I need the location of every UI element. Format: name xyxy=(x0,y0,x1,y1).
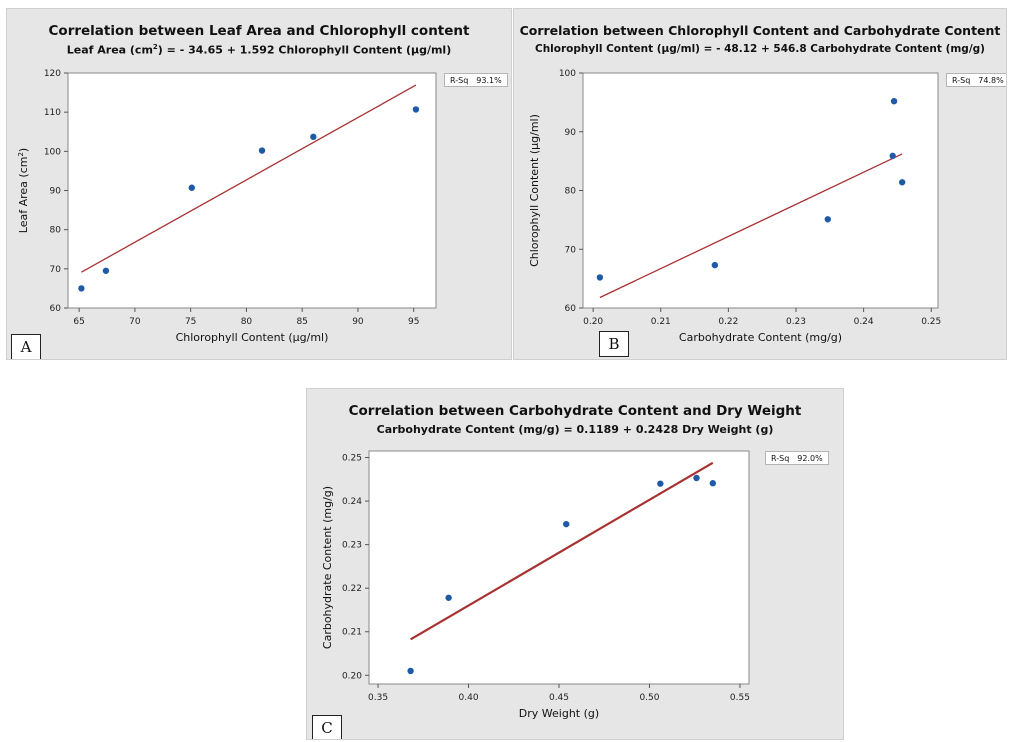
chart-panel-c: Correlation between Carbohydrate Content… xyxy=(306,388,844,740)
y-tick-label: 60 xyxy=(565,304,577,314)
data-point xyxy=(889,153,895,159)
y-axis-label: Chlorophyll Content (µg/ml) xyxy=(528,114,541,267)
plot-area xyxy=(583,73,938,308)
plot-area xyxy=(369,451,749,684)
x-tick-label: 0.23 xyxy=(786,317,806,327)
y-axis-label: Leaf Area (cm2) xyxy=(17,148,30,233)
y-tick-label: 110 xyxy=(44,108,61,118)
data-point xyxy=(825,216,831,222)
data-point xyxy=(259,147,265,153)
x-tick-label: 0.20 xyxy=(583,317,603,327)
y-tick-label: 0.21 xyxy=(342,628,362,638)
y-tick-label: 0.20 xyxy=(342,671,362,681)
x-tick-label: 0.22 xyxy=(718,317,738,327)
x-tick-label: 95 xyxy=(408,317,419,327)
x-tick-label: 0.40 xyxy=(459,693,479,703)
x-tick-label: 0.55 xyxy=(730,693,750,703)
data-point xyxy=(189,185,195,191)
y-tick-label: 100 xyxy=(44,147,61,157)
y-tick-label: 60 xyxy=(50,304,62,314)
r-squared-box: R-Sq 92.0% xyxy=(765,451,829,465)
y-tick-label: 0.23 xyxy=(342,541,362,551)
y-tick-label: 120 xyxy=(44,69,61,79)
x-tick-label: 0.35 xyxy=(368,693,388,703)
panel-label: C xyxy=(312,715,342,740)
data-point xyxy=(899,179,905,185)
rsq-label: R-Sq xyxy=(450,74,468,87)
x-tick-label: 65 xyxy=(73,317,84,327)
y-tick-label: 70 xyxy=(50,265,62,275)
y-tick-label: 100 xyxy=(559,69,576,79)
y-tick-label: 90 xyxy=(50,187,62,197)
r-squared-box: R-Sq 93.1% xyxy=(444,73,508,87)
scatter-plot: 0.20 0.21 0.22 0.23 0.24 0.25 60 70 80 90 100 Carbo… xyxy=(514,9,1007,360)
data-point xyxy=(710,480,716,486)
scatter-plot: 65 70 75 80 85 90 95 60 70 80 90 100 110 120 Chlorophy… xyxy=(7,9,512,360)
y-tick-label: 0.22 xyxy=(342,584,362,594)
data-point xyxy=(891,98,897,104)
data-point xyxy=(310,134,316,140)
x-tick-label: 90 xyxy=(352,317,364,327)
plot-area xyxy=(68,73,436,308)
x-tick-label: 70 xyxy=(129,317,141,327)
x-tick-label: 80 xyxy=(241,317,253,327)
y-tick-label: 90 xyxy=(565,128,577,138)
data-point xyxy=(657,480,663,486)
y-tick-label: 70 xyxy=(565,245,577,255)
x-tick-label: 0.21 xyxy=(651,317,671,327)
data-point xyxy=(413,106,419,112)
data-point xyxy=(712,262,718,268)
x-tick-label: 0.25 xyxy=(921,317,941,327)
rsq-value: 93.1% xyxy=(476,74,501,87)
x-axis-label: Chlorophyll Content (µg/ml) xyxy=(176,331,329,344)
panel-label: A xyxy=(11,334,41,360)
x-tick-label: 0.50 xyxy=(639,693,659,703)
rsq-value: 74.8% xyxy=(978,74,1003,87)
y-tick-label: 0.24 xyxy=(342,497,362,507)
x-tick-label: 0.24 xyxy=(854,317,874,327)
y-tick-label: 0.25 xyxy=(342,454,362,464)
x-tick-label: 0.45 xyxy=(549,693,569,703)
x-axis-label: Carbohydrate Content (mg/g) xyxy=(679,331,842,344)
data-point xyxy=(103,268,109,274)
y-axis-label: Carbohydrate Content (mg/g) xyxy=(321,486,334,649)
scatter-plot: 0.35 0.40 0.45 0.50 0.55 0.20 0.21 0.22 0.23 0.24… xyxy=(307,389,844,740)
chart-panel-b: Correlation between Chlorophyll Content … xyxy=(513,8,1007,360)
panel-label: B xyxy=(599,331,629,357)
data-point xyxy=(78,285,84,291)
r-squared-box: R-Sq 74.8% xyxy=(946,73,1007,87)
x-tick-label: 75 xyxy=(185,317,196,327)
data-point xyxy=(597,274,603,280)
rsq-label: R-Sq xyxy=(952,74,970,87)
data-point xyxy=(693,475,699,481)
data-point xyxy=(563,521,569,527)
x-axis-label: Dry Weight (g) xyxy=(519,707,599,720)
y-tick-label: 80 xyxy=(565,187,577,197)
data-point xyxy=(445,595,451,601)
y-tick-label: 80 xyxy=(50,226,62,236)
x-tick-label: 85 xyxy=(296,317,307,327)
data-point xyxy=(407,668,413,674)
rsq-value: 92.0% xyxy=(797,452,822,465)
chart-panel-a: Correlation between Leaf Area and Chloro… xyxy=(6,8,512,360)
rsq-label: R-Sq xyxy=(771,452,789,465)
